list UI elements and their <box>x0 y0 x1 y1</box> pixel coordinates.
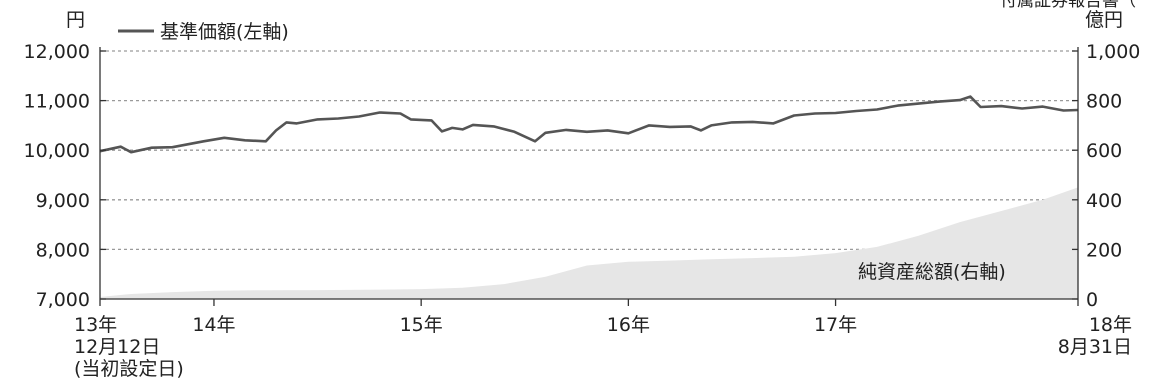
x-tick-label: 15年 <box>400 314 443 336</box>
x-tick-label: 12月12日 <box>74 336 160 358</box>
gridlines <box>100 50 1078 251</box>
left-unit-label: 円 <box>66 9 85 31</box>
left-tick-label: 11,000 <box>24 91 90 113</box>
left-tick-labels: 7,000 8,000 9,000 10,000 11,000 12,000 <box>24 41 90 311</box>
right-tick-label: 0 <box>1086 289 1098 311</box>
right-tick-label: 600 <box>1086 140 1122 162</box>
nav-line <box>99 95 1079 154</box>
net-assets-area <box>100 187 1078 299</box>
x-tick-label: 13年 <box>74 314 117 336</box>
x-tick-label: 14年 <box>192 314 235 336</box>
left-tick-label: 12,000 <box>24 41 90 63</box>
legend-nav-label: 基準価額(左軸) <box>160 21 289 43</box>
right-tick-label: 200 <box>1086 239 1122 261</box>
right-tick-label: 1,000 <box>1086 41 1140 63</box>
x-tick-label: 16年 <box>607 314 650 336</box>
right-tick-label: 800 <box>1086 91 1122 113</box>
x-tick-label: 18年 <box>1089 314 1132 336</box>
left-tick-label: 10,000 <box>24 140 90 162</box>
left-tick-label: 7,000 <box>36 289 90 311</box>
axes <box>99 47 1079 306</box>
right-unit-label: 億円 <box>1085 9 1123 31</box>
x-tick-label: 17年 <box>814 314 857 336</box>
x-tick-label: 8月31日 <box>1058 336 1132 358</box>
right-tick-labels: 0 200 400 600 800 1,000 <box>1086 41 1140 311</box>
right-tick-label: 400 <box>1086 190 1122 212</box>
left-tick-label: 8,000 <box>36 239 90 261</box>
legend-net-assets-label: 純資産総額(右軸) <box>858 261 1006 283</box>
left-tick-label: 9,000 <box>36 190 90 212</box>
top-right-clipped-text: 付属証券報告書（ <box>1000 0 1136 11</box>
x-tick-label: (当初設定日) <box>74 358 184 380</box>
